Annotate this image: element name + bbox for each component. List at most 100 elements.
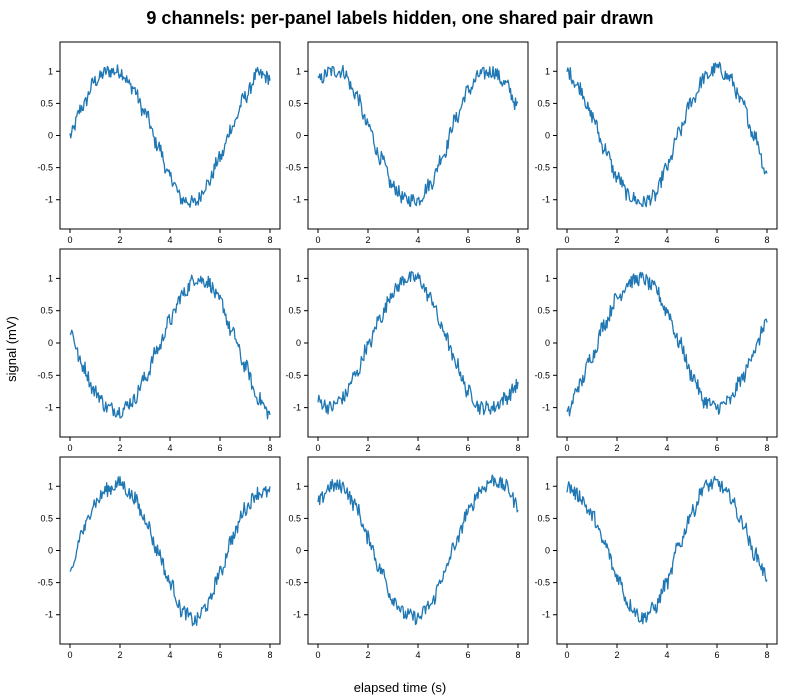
x-tick-label: 6 — [217, 235, 222, 245]
y-tick-label: -1 — [293, 403, 301, 413]
y-tick-label: 0 — [296, 546, 301, 556]
signal-trace — [317, 474, 519, 626]
y-tick-label: -0.5 — [534, 578, 550, 588]
shared-x-axis-label: elapsed time (s) — [354, 680, 446, 695]
x-tick-label: 8 — [515, 443, 520, 453]
y-tick-label: 0.5 — [537, 306, 550, 316]
x-tick-label: 6 — [465, 443, 470, 453]
x-tick-label: 0 — [564, 650, 569, 660]
panel-frame — [556, 41, 778, 230]
x-tick-label: 6 — [217, 443, 222, 453]
x-tick-label: 6 — [714, 235, 719, 245]
x-tick-label: 0 — [67, 235, 72, 245]
panel-frame — [59, 41, 281, 230]
y-tick-label: -0.5 — [285, 578, 301, 588]
y-tick-label: 0.5 — [288, 98, 301, 108]
signal-trace — [69, 274, 271, 420]
x-tick-label: 4 — [167, 443, 172, 453]
x-tick-label: 0 — [564, 443, 569, 453]
panel-9: 0 2 4 6 8 -1 -0.5 0 0.5 1 — [534, 456, 778, 660]
x-tick-label: 8 — [515, 650, 520, 660]
x-tick-label: 2 — [117, 443, 122, 453]
y-tick-label: -1 — [45, 610, 53, 620]
y-tick-label: 0.5 — [537, 98, 550, 108]
y-tick-label: -0.5 — [534, 370, 550, 380]
panel-1: 0 2 4 6 8 -1 -0.5 0 0.5 1 — [37, 41, 281, 245]
x-tick-label: 2 — [117, 235, 122, 245]
x-tick-label: 4 — [415, 235, 420, 245]
x-tick-label: 4 — [415, 650, 420, 660]
panel-frame — [59, 456, 281, 645]
y-tick-label: 1 — [296, 66, 301, 76]
y-tick-label: -0.5 — [37, 163, 53, 173]
x-tick-label: 8 — [764, 650, 769, 660]
x-tick-label: 6 — [465, 650, 470, 660]
x-tick-label: 4 — [664, 235, 669, 245]
x-tick-label: 0 — [315, 650, 320, 660]
x-tick-label: 8 — [764, 443, 769, 453]
y-tick-label: 1 — [48, 66, 53, 76]
y-tick-label: 1 — [545, 66, 550, 76]
y-tick-label: -1 — [293, 195, 301, 205]
x-tick-label: 8 — [267, 235, 272, 245]
panel-7: 0 2 4 6 8 -1 -0.5 0 0.5 1 — [37, 456, 281, 660]
x-tick-label: 2 — [614, 235, 619, 245]
y-tick-label: 1 — [296, 273, 301, 283]
x-tick-label: 8 — [764, 235, 769, 245]
signal-trace — [566, 61, 768, 208]
y-tick-label: 0 — [48, 131, 53, 141]
x-tick-label: 0 — [315, 235, 320, 245]
signal-trace — [566, 475, 768, 625]
x-tick-label: 2 — [117, 650, 122, 660]
panel-4: 0 2 4 6 8 -1 -0.5 0 0.5 1 — [37, 248, 281, 453]
x-tick-label: 4 — [415, 443, 420, 453]
y-tick-label: 0 — [545, 131, 550, 141]
panel-2: 0 2 4 6 8 -1 -0.5 0 0.5 1 — [285, 41, 529, 245]
signal-trace — [317, 64, 518, 208]
y-tick-label: -0.5 — [37, 578, 53, 588]
panel-frame — [59, 248, 281, 438]
y-tick-label: 1 — [296, 481, 301, 491]
y-tick-label: -1 — [293, 610, 301, 620]
x-tick-label: 6 — [714, 443, 719, 453]
x-tick-label: 4 — [167, 650, 172, 660]
y-tick-label: 1 — [545, 481, 550, 491]
y-tick-label: 0 — [48, 338, 53, 348]
x-tick-label: 2 — [614, 650, 619, 660]
y-tick-label: 1 — [48, 273, 53, 283]
shared-y-axis-label: signal (mV) — [4, 316, 19, 382]
x-tick-label: 4 — [664, 650, 669, 660]
x-tick-label: 4 — [664, 443, 669, 453]
x-tick-label: 0 — [315, 443, 320, 453]
signal-trace — [566, 271, 768, 417]
x-tick-label: 2 — [614, 443, 619, 453]
x-tick-label: 8 — [267, 443, 272, 453]
y-tick-label: -0.5 — [285, 370, 301, 380]
y-tick-label: 0 — [48, 546, 53, 556]
y-tick-label: 0.5 — [288, 513, 301, 523]
panel-frame — [307, 248, 529, 438]
x-tick-label: 0 — [67, 443, 72, 453]
x-tick-label: 0 — [564, 235, 569, 245]
x-tick-label: 8 — [515, 235, 520, 245]
y-tick-label: -1 — [542, 195, 550, 205]
y-tick-label: 0 — [545, 338, 550, 348]
x-tick-label: 0 — [67, 650, 72, 660]
y-tick-label: -0.5 — [285, 163, 301, 173]
signal-trace — [317, 271, 519, 416]
x-tick-label: 4 — [167, 235, 172, 245]
panel-frame — [556, 248, 778, 438]
y-tick-label: -1 — [45, 195, 53, 205]
y-tick-label: 0 — [545, 546, 550, 556]
y-tick-label: -0.5 — [534, 163, 550, 173]
y-tick-label: 0 — [296, 131, 301, 141]
y-tick-label: -0.5 — [37, 370, 53, 380]
figure-title: 9 channels: per-panel labels hidden, one… — [146, 8, 653, 28]
panel-3: 0 2 4 6 8 -1 -0.5 0 0.5 1 — [534, 41, 778, 245]
signal-trace — [69, 64, 271, 208]
x-tick-label: 6 — [465, 235, 470, 245]
panel-8: 0 2 4 6 8 -1 -0.5 0 0.5 1 — [285, 456, 529, 660]
signal-trace — [69, 476, 271, 627]
y-tick-label: 0.5 — [40, 98, 53, 108]
